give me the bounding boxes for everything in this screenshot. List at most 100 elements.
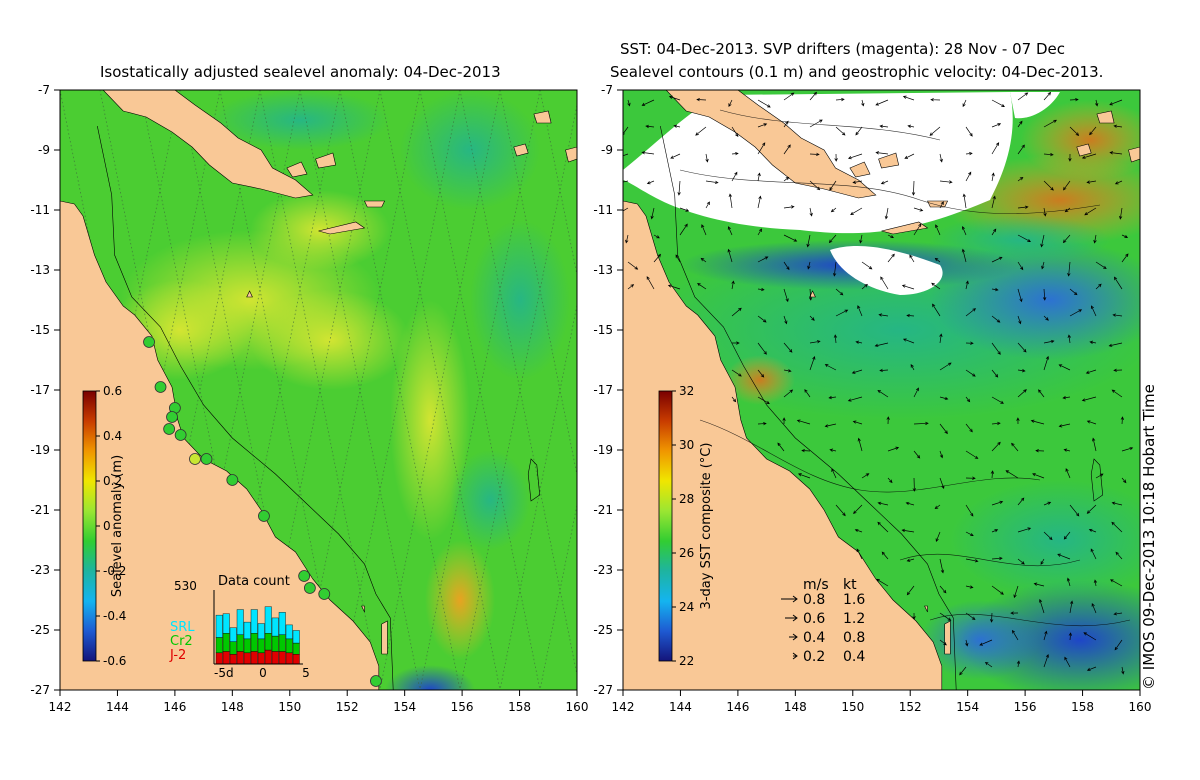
velocity-arrow	[1043, 501, 1052, 506]
velocity-arrow	[1068, 632, 1073, 641]
velocity-arrow	[1040, 234, 1045, 248]
velocity-arrow	[991, 396, 1004, 404]
bar-cr2	[243, 638, 251, 654]
right-map-title-line-2: Sealevel contours (0.1 m) and geostrophi…	[610, 63, 1104, 81]
velocity-arrow	[991, 172, 995, 182]
velocity-arrow	[650, 207, 655, 220]
velocity-arrow	[809, 180, 821, 191]
velocity-arrow	[962, 193, 967, 209]
tide-gauge-marker	[189, 453, 201, 465]
velocity-arrow	[1090, 305, 1097, 317]
velocity-legend-ms: 0.2	[803, 649, 825, 665]
velocity-arrow	[728, 193, 733, 209]
velocity-arrow	[783, 288, 789, 303]
velocity-arrow	[757, 342, 767, 355]
velocity-arrow	[1095, 473, 1104, 479]
bar-srl	[243, 621, 251, 640]
velocity-arrow	[1121, 446, 1134, 452]
velocity-arrow	[783, 342, 793, 353]
y-tick-label: -9	[38, 143, 50, 157]
velocity-legend: m/s kt 0.8 1.6 0.6 1.2 0.4 0.8 0.2 0.4	[781, 577, 865, 665]
velocity-arrow	[961, 248, 967, 263]
velocity-arrow	[901, 284, 915, 290]
velocity-arrow	[1062, 234, 1071, 244]
velocity-arrow	[1111, 389, 1123, 398]
velocity-legend-kt: 0.8	[843, 630, 865, 646]
velocity-arrow	[829, 180, 837, 191]
velocity-arrow	[834, 153, 838, 162]
velocity-arrow	[965, 151, 973, 156]
velocity-arrow	[939, 477, 945, 490]
velocity-arrow	[939, 201, 944, 209]
velocity-arrow	[1063, 531, 1071, 540]
velocity-arrow	[835, 126, 846, 136]
right-sst-patches	[640, 100, 1140, 690]
velocity-arrow	[797, 473, 811, 479]
velocity-arrow	[1111, 501, 1123, 506]
velocity-arrow	[1121, 234, 1129, 238]
velocity-arrow	[1066, 577, 1071, 587]
right-map-axes: 142 144 146 148 150 152 154 156 158 160 -7 -9 -11 -13…	[593, 83, 1151, 714]
velocity-arrow	[913, 387, 919, 398]
velocity-arrow	[705, 153, 709, 163]
velocity-arrow	[700, 257, 707, 263]
bar-j2	[222, 651, 230, 665]
velocity-arrow	[965, 585, 974, 589]
velocity-arrow	[861, 283, 868, 290]
velocity-arrow	[934, 504, 941, 510]
velocity-arrow	[1081, 153, 1097, 160]
bar-j2	[236, 651, 244, 665]
velocity-arrow	[806, 234, 811, 248]
velocity-arrow	[1038, 598, 1045, 614]
bar-srl	[285, 624, 293, 640]
velocity-arrow	[1069, 126, 1080, 136]
velocity-arrow	[965, 450, 979, 459]
velocity-arrow	[991, 529, 999, 533]
velocity-arrow	[1063, 448, 1071, 452]
velocity-arrow	[757, 315, 767, 323]
data-count-max-label: 530	[174, 579, 197, 593]
y-tick-label: -7	[601, 83, 613, 97]
velocity-arrow	[670, 153, 681, 159]
bar-j2	[250, 651, 258, 665]
velocity-arrow	[852, 180, 863, 184]
velocity-arrow	[847, 153, 863, 160]
velocity-arrow	[965, 612, 976, 620]
velocity-arrow	[939, 153, 943, 163]
velocity-arrow	[875, 151, 889, 155]
velocity-arrow	[939, 585, 947, 594]
island	[944, 620, 951, 655]
island	[878, 152, 900, 169]
velocity-arrow	[1017, 389, 1027, 398]
right-colorbar-label: 3-day SST composite (°C)	[699, 443, 714, 610]
island	[849, 161, 871, 178]
velocity-arrow	[965, 280, 969, 290]
velocity-arrow	[1069, 288, 1078, 296]
velocity-arrow	[757, 172, 761, 182]
velocity-arrow	[757, 228, 762, 236]
x-tick-label: 160	[1129, 700, 1152, 714]
velocity-arrow	[653, 253, 662, 263]
tide-gauge-marker	[143, 336, 155, 348]
colorbar-tick-label: 28	[679, 492, 694, 506]
velocity-arrow	[939, 450, 944, 459]
velocity-arrow	[1043, 630, 1048, 641]
velocity-arrow	[939, 612, 952, 621]
bar-cr2	[271, 635, 279, 652]
colorbar-tick-label: 0	[103, 519, 111, 533]
velocity-arrow	[625, 234, 629, 244]
velocity-arrow	[909, 254, 915, 263]
left-map-title: Isostatically adjusted sealevel anomaly:…	[100, 63, 501, 81]
velocity-arrow	[705, 180, 719, 185]
velocity-arrow	[965, 476, 976, 480]
velocity-arrow	[1062, 396, 1071, 400]
velocity-arrow	[887, 234, 894, 239]
velocity-arrow	[1035, 448, 1045, 453]
colorbar-tick-label: 26	[679, 546, 694, 560]
y-tick-label: -25	[30, 623, 50, 637]
velocity-arrow	[809, 91, 818, 101]
velocity-arrow	[1095, 261, 1107, 270]
velocity-arrow	[887, 253, 895, 263]
velocity-arrow	[828, 234, 837, 244]
velocity-arrow	[1108, 342, 1123, 348]
